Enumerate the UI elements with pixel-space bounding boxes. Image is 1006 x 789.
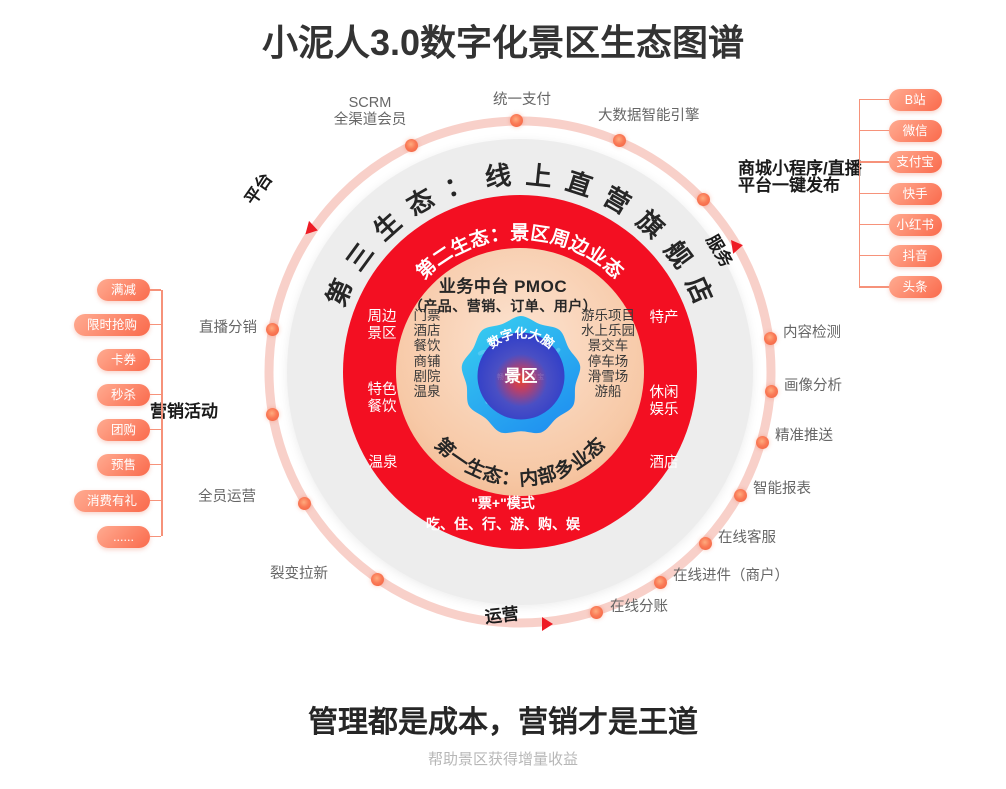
svg-text:第一生态：内部多业态: 第一生态：内部多业态 [430,433,610,491]
